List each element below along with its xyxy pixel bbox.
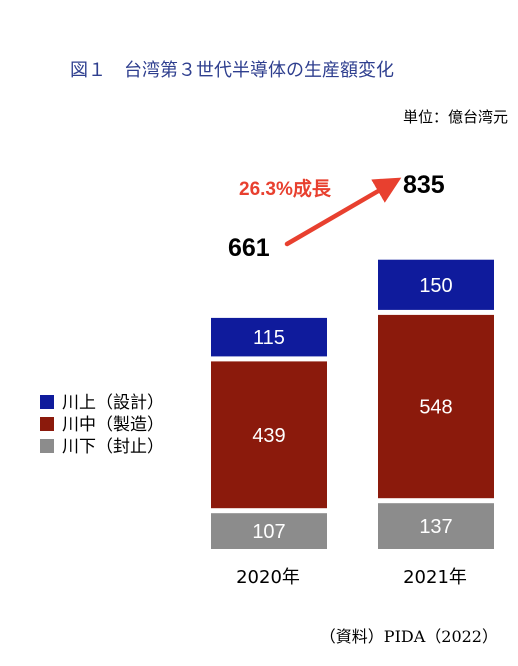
segment-value-kawanaka-2021: 548: [419, 397, 452, 419]
total-label-2021: 835: [403, 171, 445, 199]
growth-annotation: 26.3%成長: [239, 177, 332, 200]
chart-title: 図１ 台湾第３世代半導体の生産額変化: [70, 60, 394, 81]
legend-swatch-kawakami: [40, 395, 54, 409]
segment-value-kawashimo-2021: 137: [419, 516, 452, 538]
legend-swatch-kawashimo: [40, 439, 54, 453]
legend-label-kawashimo: 川下（封止）: [62, 437, 164, 457]
legend-label-kawanaka: 川中（製造）: [62, 415, 164, 435]
segment-value-kawakami-2021: 150: [419, 275, 452, 297]
total-label-2020: 661: [228, 234, 270, 262]
bars-group: [211, 259, 494, 549]
unit-label: 単位：億台湾元: [403, 108, 508, 126]
bar-segment-kawashimo-2020: [211, 513, 327, 549]
segment-value-kawakami-2020: 115: [253, 327, 285, 349]
bar-segment-kawashimo-2021: [378, 503, 494, 549]
category-label-2021: 2021年: [403, 567, 467, 588]
legend: 川上（設計）川中（製造）川下（封止）: [40, 393, 164, 457]
category-labels-group: 2020年 2021年: [236, 567, 467, 588]
growth-arrow: [284, 177, 402, 247]
legend-label-kawakami: 川上（設計）: [62, 393, 164, 413]
bar-segment-kawakami-2021: [378, 259, 494, 310]
category-label-2020: 2020年: [236, 567, 300, 588]
segment-labels-group: 107 439 115 137 548 150: [252, 275, 452, 543]
source-label: （資料）PIDA（2022）: [320, 627, 498, 646]
bar-segment-kawakami-2020: [211, 317, 327, 357]
bar-segment-kawanaka-2021: [378, 314, 494, 499]
segment-value-kawashimo-2020: 107: [252, 521, 285, 543]
bar-segment-kawanaka-2020: [211, 361, 327, 509]
legend-swatch-kawanaka: [40, 417, 54, 431]
segment-value-kawanaka-2020: 439: [252, 425, 285, 447]
